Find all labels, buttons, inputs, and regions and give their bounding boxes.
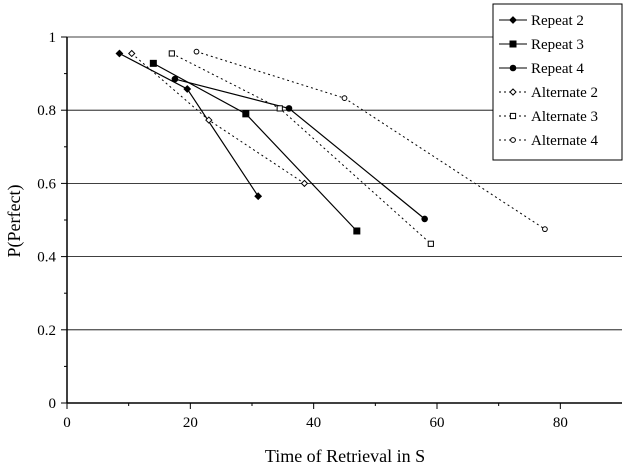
data-point	[254, 192, 263, 201]
data-point	[193, 48, 200, 55]
series-points	[115, 48, 548, 247]
y-tick-label: 0.8	[37, 103, 56, 119]
data-point	[300, 179, 309, 188]
series-lines	[119, 51, 546, 245]
y-tick-label: 0	[49, 396, 57, 412]
y-axis-title: P(Perfect)	[4, 185, 25, 258]
legend-marker	[509, 64, 517, 72]
legend-marker	[509, 112, 517, 120]
legend-label: Repeat 4	[531, 61, 584, 77]
series-line-1	[119, 52, 259, 197]
series-line-5	[171, 53, 432, 245]
series-line-3	[174, 78, 426, 220]
ticks: 0 0.2 0.4 0.6 0.8 1 0 20 40 60 80	[37, 30, 568, 431]
x-axis-title: Time of Retrieval in S	[265, 446, 425, 466]
data-point	[128, 49, 136, 58]
x-tick-label: 60	[430, 415, 445, 431]
data-point	[171, 75, 179, 83]
x-tick-label: 80	[553, 415, 568, 431]
legend-label: Alternate 3	[531, 109, 598, 125]
data-point	[353, 227, 361, 235]
data-point	[115, 49, 124, 58]
data-point	[285, 105, 293, 112]
legend-marker	[509, 16, 517, 24]
data-point	[421, 215, 428, 223]
legend-marker	[509, 40, 517, 48]
legend-label: Alternate 2	[531, 85, 598, 101]
data-point	[183, 85, 192, 93]
y-tick-label: 0.2	[37, 323, 56, 339]
x-tick-label: 0	[63, 415, 71, 431]
data-point	[427, 240, 434, 247]
legend-label: Alternate 4	[531, 133, 599, 149]
data-point	[242, 110, 250, 118]
legend-label: Repeat 3	[531, 37, 584, 53]
legend: Repeat 2 Repeat 3 Repeat 4 Alternate 2 Alter…	[492, 3, 623, 161]
legend-box	[492, 3, 623, 161]
legend-label: Repeat 2	[531, 13, 584, 29]
data-point	[276, 105, 283, 112]
data-point	[542, 226, 548, 233]
legend-marker	[510, 137, 516, 143]
data-point	[149, 59, 157, 67]
y-tick-label: 0.6	[37, 176, 56, 192]
y-tick-label: 0.4	[37, 250, 56, 266]
y-tick-label: 1	[49, 30, 57, 46]
legend-marker	[509, 88, 517, 96]
x-tick-label: 40	[306, 415, 321, 431]
x-tick-label: 20	[183, 415, 198, 431]
data-point	[341, 95, 348, 102]
data-point	[205, 116, 213, 124]
data-point	[168, 50, 175, 57]
